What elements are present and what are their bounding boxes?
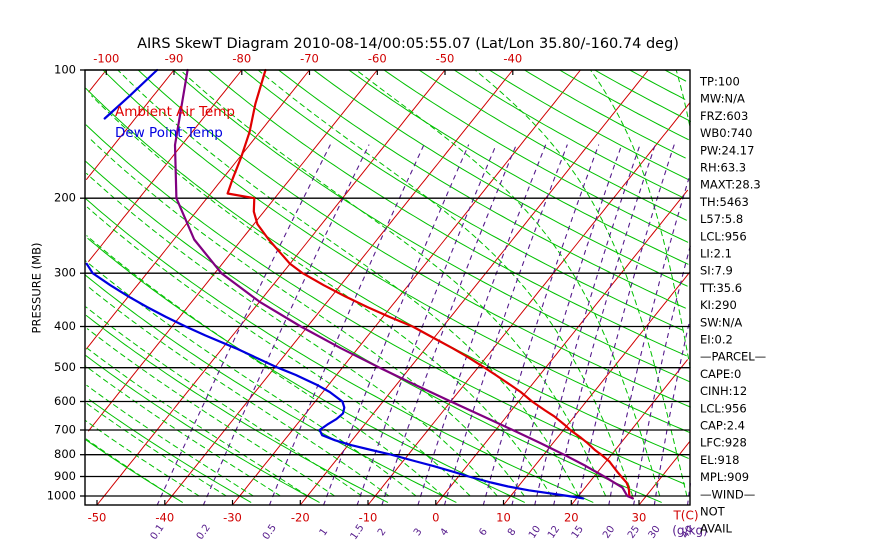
wind-status-line-0: NOT [700,505,726,519]
parcel-param-cape: CAPE:0 [700,367,741,381]
param-lcl: LCL:956 [700,229,747,243]
sounding-curves [85,68,634,500]
parcel-param-lcl: LCL:956 [700,401,747,415]
param-th: TH:5463 [699,195,749,209]
param-maxt: MAXT:28.3 [700,178,761,192]
bottom-temp-label-20: 20 [564,511,579,525]
page-title: AIRS SkewT Diagram 2010-08-14/00:05:55.0… [137,36,679,52]
parcel-param-mpl: MPL:909 [700,470,749,484]
pressure-tick-label-300: 300 [54,266,76,280]
param-rh: RH:63.3 [700,161,746,175]
bottom-temperature-axis-labels: -50 -40 -30 -20 -10 0 10 20 30 [88,500,647,525]
mixing-ratio-label-3: 3 [412,527,425,539]
mixing-ratio-label-1: 1 [318,527,331,539]
top-temp-label--70: -70 [300,52,319,66]
plot-frame [84,69,691,506]
pressure-tick-label-100: 100 [54,63,76,77]
mixing-ratio-label-8: 8 [506,527,519,539]
bottom-temp-label-0: 0 [432,511,439,525]
pressure-tick-label-800: 800 [54,447,76,461]
legend-label-dew-point-temp: Dew Point Temp [115,125,223,141]
param-mw: MW:N/A [700,92,745,106]
param-tp: TP:100 [699,75,740,89]
wind-status-line-1: AVAIL [700,522,733,536]
parameter-panel: TP:100 MW:N/A FRZ:603 WB0:740 PW:24.17 RH:63.… [699,75,766,536]
legend-label-ambient-air-temp: Ambient Air Temp [115,104,235,120]
bottom-temp-label--20: -20 [291,511,310,525]
pressure-tick-label-400: 400 [54,319,76,333]
mixing-ratio-units-label: (g/kg) [672,524,708,538]
bottom-temp-label--10: -10 [359,511,378,525]
param-wb0: WB0:740 [700,126,752,140]
param-li: LI:2.1 [700,247,732,261]
parcel-param-lfc: LFC:928 [700,436,747,450]
plot-legend: Ambient Air Temp Dew Point Temp [115,104,235,141]
bottom-temp-label--50: -50 [88,511,107,525]
param-frz: FRZ:603 [700,109,748,123]
bottom-temp-label--40: -40 [155,511,174,525]
parcel-param-cinh: CINH:12 [700,384,747,398]
pressure-axis-label: PRESSURE (MB) [30,243,44,334]
param-tt: TT:35.6 [699,281,742,295]
top-temp-label--40: -40 [503,52,522,66]
pressure-tick-label-200: 200 [54,191,76,205]
param-sw: SW:N/A [700,315,742,329]
top-temp-label--100: -100 [93,52,119,66]
mixing-ratio-label-4: 4 [439,527,452,539]
mixing-ratio-label-2: 2 [376,527,389,539]
bottom-temp-label-30: 30 [632,511,647,525]
param-l57: L57:5.8 [700,212,743,226]
parcel-param-el: EL:918 [700,453,740,467]
pressure-axis-ticks: 100 200 300 400 500 600 700 800 900 1000 [47,63,85,503]
mixing-ratio-label-6: 6 [477,527,490,539]
top-temp-label--50: -50 [436,52,455,66]
param-pw: PW:24.17 [700,143,754,157]
top-temp-label--60: -60 [368,52,387,66]
parcel-param-cap: CAP:2.4 [700,419,745,433]
pressure-tick-label-900: 900 [54,469,76,483]
pressure-tick-label-700: 700 [54,423,76,437]
param-ei: EI:0.2 [700,333,733,347]
bottom-temp-label--30: -30 [223,511,242,525]
wind-section-header: —WIND— [700,487,755,501]
pressure-tick-label-600: 600 [54,394,76,408]
bottom-temp-label-10: 10 [496,511,511,525]
temperature-units-label: T(C) [672,509,698,523]
param-si: SI:7.9 [700,264,733,278]
parcel-section-header: —PARCEL— [700,350,766,364]
pressure-tick-label-500: 500 [54,360,76,374]
top-temperature-axis-labels: -100 -90 -80 -70 -60 -50 -40 [93,52,522,75]
pressure-tick-label-1000: 1000 [47,489,76,503]
top-temp-label--80: -80 [232,52,251,66]
param-ki: KI:290 [700,298,737,312]
top-temp-label--90: -90 [165,52,184,66]
